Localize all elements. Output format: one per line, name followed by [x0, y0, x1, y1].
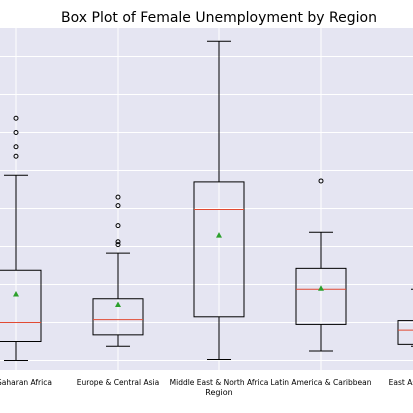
boxes	[0, 40, 413, 361]
box-1	[0, 115, 42, 361]
x-tick-label: East Asia & Pacific	[389, 378, 413, 387]
mean-marker	[318, 285, 324, 291]
box-4	[295, 178, 347, 352]
x-tick-label: Middle East & North Africa	[170, 378, 269, 387]
chart-title: Box Plot of Female Unemployment by Regio…	[61, 10, 377, 26]
outlier-point	[115, 223, 121, 229]
x-axis-label: Region	[205, 388, 233, 397]
mean-marker	[13, 291, 19, 297]
outlier-point	[13, 153, 19, 159]
outlier-point	[115, 239, 121, 245]
outlier-point	[13, 115, 19, 121]
plot-background	[0, 28, 413, 370]
box-2	[92, 194, 144, 347]
outlier-point	[13, 130, 19, 135]
box-body	[0, 269, 42, 342]
mean-marker	[115, 301, 121, 307]
outlier-point	[115, 203, 121, 209]
box-body	[193, 181, 245, 318]
x-tick-labels: Sub-Saharan Africa Europe & Central Asia M…	[0, 378, 413, 387]
outlier-point	[115, 194, 121, 200]
box-body	[295, 267, 347, 325]
box-body	[92, 298, 144, 336]
outlier-point	[115, 242, 121, 248]
box-3	[193, 40, 245, 361]
outlier-point	[13, 144, 19, 150]
outlier-point	[318, 178, 324, 184]
box-body	[397, 320, 413, 345]
mean-marker	[216, 232, 222, 238]
box-5	[397, 288, 413, 347]
x-tick-label: Europe & Central Asia	[77, 378, 159, 387]
x-tick-label: Sub-Saharan Africa	[0, 378, 52, 387]
x-tick-label: Latin America & Caribbean	[271, 378, 372, 387]
